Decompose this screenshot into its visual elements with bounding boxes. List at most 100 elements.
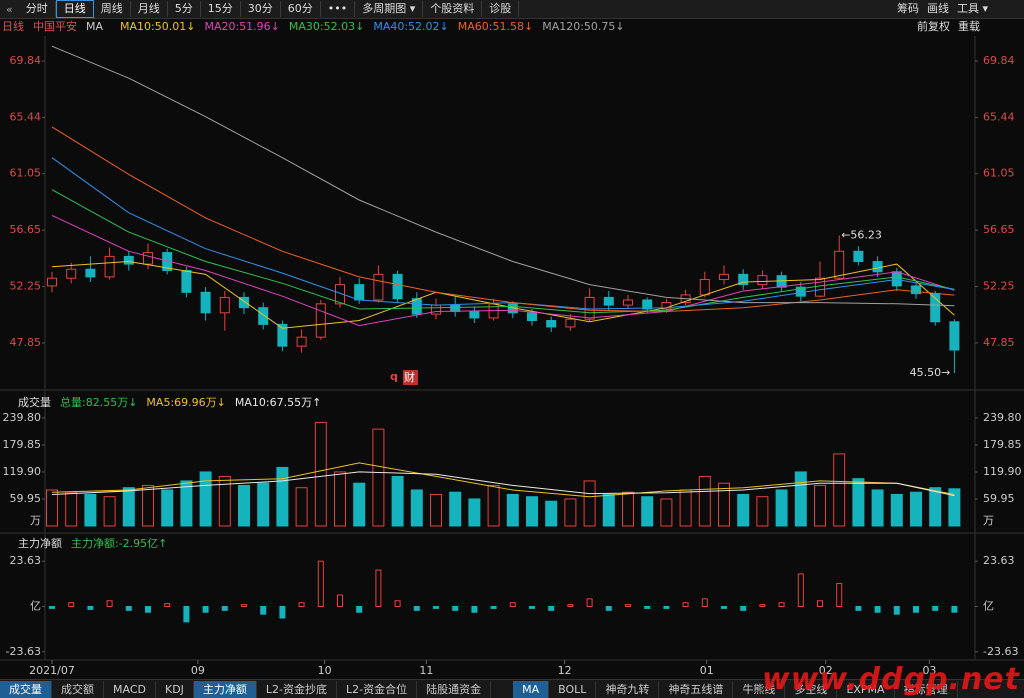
indicator-tab[interactable]: 成交额 [52, 680, 104, 698]
candle-body [949, 321, 960, 351]
volume-bar [871, 489, 884, 527]
ma-label: MA10:50.01↓ [120, 20, 196, 33]
candle-body [603, 296, 614, 306]
money-bar [893, 606, 900, 615]
x-tick-label: 02 [819, 664, 833, 677]
money-bar [548, 606, 555, 611]
money-bar [394, 600, 401, 608]
period-tab[interactable]: 诊股 [482, 1, 520, 17]
unit-label: 万 [983, 514, 994, 527]
event-marker: 财 [404, 370, 415, 384]
period-tab[interactable]: 周线 [94, 1, 131, 17]
period-tab[interactable]: 日线 [55, 0, 94, 18]
indicator-tab[interactable]: 陆股通资金 [417, 680, 492, 698]
volume-bar [890, 493, 903, 527]
y-tick-label: 56.65 [983, 223, 1015, 236]
indicator-tab[interactable]: L2-资金抄底 [257, 680, 338, 698]
annotation: 45.50→ [910, 366, 951, 379]
period-tab[interactable]: 分时 [19, 1, 56, 17]
period-tab[interactable]: 个股资料 [423, 1, 483, 17]
volume-bar [910, 491, 922, 527]
y-tick-label: 119.90 [983, 465, 1022, 478]
indicator-tab[interactable]: BOLL [549, 680, 597, 698]
volume-bar [46, 489, 58, 527]
money-bar [317, 560, 324, 607]
candle-body [123, 255, 134, 265]
price-header: 日线 中国平安 MA MA10:50.01↓ MA20:51.96↓ MA30:52.03… [0, 18, 1024, 36]
volume-bar [641, 496, 654, 527]
volume-bar [103, 496, 116, 527]
candle-body [911, 285, 921, 295]
volume-bar [526, 496, 538, 527]
volume-bar [698, 475, 711, 527]
indicator-tab[interactable]: L2-资金合位 [337, 680, 418, 698]
event-marker: q [390, 370, 398, 383]
y-tick-label: 119.90 [3, 465, 42, 478]
ma-label: MA40:52.02↓ [373, 20, 449, 33]
indicator-tab[interactable]: MACD [104, 680, 156, 698]
indicator-tab[interactable]: 牛熊线 [733, 680, 786, 698]
money-bar [586, 598, 593, 608]
indicator-tab[interactable]: 指标管理 [895, 680, 958, 698]
tool-button[interactable]: 画线 [926, 2, 949, 15]
y-tick-label: 52.25 [983, 280, 1015, 293]
volume-bar [391, 475, 404, 527]
money-bar [125, 606, 132, 611]
candle-body [411, 298, 422, 315]
volume-bar [622, 491, 634, 527]
y-tick-label: 61.05 [10, 167, 42, 180]
header-right: 前复权 重载 [917, 18, 980, 36]
annotation: ←56.23 [841, 229, 882, 242]
period-tab[interactable]: ••• [321, 1, 356, 17]
period-tab[interactable]: 5分 [168, 1, 201, 17]
ma-line [51, 462, 955, 498]
indicator-tab[interactable]: EXPMA [837, 680, 895, 698]
money-bar [721, 606, 727, 609]
money-bar [452, 606, 459, 611]
period-tab[interactable]: 15分 [201, 1, 241, 17]
indicator-tab[interactable]: 神奇九转 [596, 680, 660, 698]
candle-body [623, 299, 633, 306]
volume-bar [199, 471, 212, 527]
volume-bar [65, 491, 78, 527]
panel-title: 主力净额 [18, 537, 62, 550]
volume-bar [679, 489, 692, 527]
candle-body [258, 307, 269, 325]
candle-body [527, 312, 537, 322]
ma-line [51, 189, 955, 314]
volume-bar [564, 498, 577, 527]
header-button[interactable]: 重载 [958, 20, 980, 33]
period-tab[interactable]: 30分 [241, 1, 281, 17]
money-bar [913, 606, 919, 613]
period-tab[interactable]: 多周期图 ▾ [355, 1, 424, 17]
candle-body [565, 318, 576, 328]
period-tab[interactable]: 月线 [131, 1, 168, 17]
candle-body [431, 304, 441, 315]
indicator-tab[interactable]: 成交量 [0, 680, 52, 698]
header-button[interactable]: 前复权 [917, 20, 950, 33]
ma-label: MA10:67.55万↑ [234, 396, 322, 409]
money-bar [529, 606, 535, 609]
ma-line [51, 214, 955, 327]
unit-label: 万 [30, 514, 41, 527]
watermark: www.ddgp.net [762, 662, 1020, 697]
indicator-tab[interactable]: 神奇五线谱 [659, 680, 734, 698]
money-bar [433, 606, 439, 609]
volume-bar [506, 493, 519, 527]
candle-body [296, 336, 307, 347]
ma-label: MA20:51.96↓ [204, 20, 280, 33]
tool-button[interactable]: 工具 ▾ [956, 2, 988, 15]
candle-body [891, 271, 902, 287]
ma-label: MA120:50.75↓ [542, 20, 625, 33]
volume-bar [794, 471, 807, 527]
indicator-tab[interactable]: KDJ [156, 680, 194, 698]
candle-body [354, 284, 365, 301]
period-tab[interactable]: 60分 [281, 1, 321, 17]
back-icon[interactable]: « [6, 2, 13, 16]
candle-body [181, 270, 192, 293]
indicator-tab[interactable]: MA [513, 680, 550, 698]
indicator-tab[interactable]: 多空线 [785, 680, 838, 698]
candle-body [335, 284, 345, 305]
tool-button[interactable]: 筹码 [896, 2, 919, 15]
indicator-tab[interactable]: 主力净额 [193, 680, 257, 698]
